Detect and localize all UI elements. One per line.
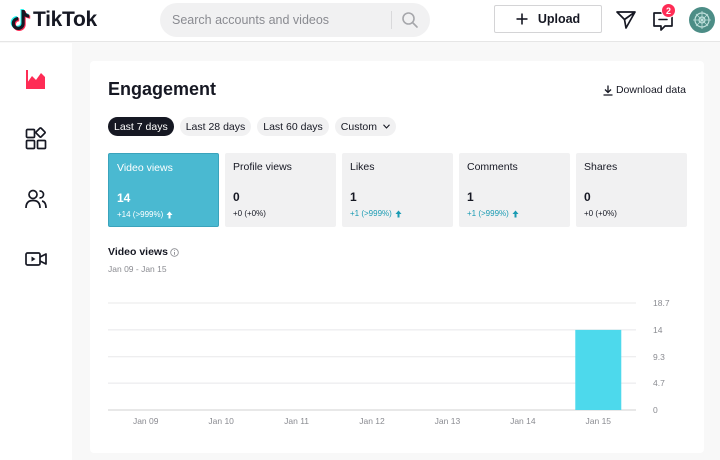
bar-jan-15 (575, 329, 622, 410)
tiktok-logo[interactable]: TikTok (9, 8, 97, 32)
upload-button[interactable]: Upload (494, 5, 602, 33)
tiktok-logo-icon (10, 9, 31, 31)
avatar-pattern-icon (693, 11, 711, 29)
metric-value: 1 (350, 190, 357, 204)
plus-icon (516, 13, 528, 25)
sidebar (0, 43, 72, 460)
metric-delta-text: +1 (>999%) (350, 209, 392, 218)
metric-delta: +1 (>999%) (350, 209, 402, 218)
video-views-chart: 18.7 14 9.3 4.7 0 Jan 09 Jan 10 Jan 11 Jan 12 Jan… (108, 298, 670, 426)
metric-delta-text: +1 (>999%) (467, 209, 509, 218)
notification-badge: 2 (661, 3, 676, 18)
search-bar (160, 3, 430, 37)
search-input[interactable] (172, 3, 387, 37)
avatar[interactable] (689, 7, 715, 33)
metric-delta: +0 (+0%) (584, 209, 617, 218)
chart-title: Video views (108, 246, 179, 258)
metric-card-comments[interactable]: Comments 1 +1 (>999%) (459, 153, 570, 227)
metric-value: 14 (117, 191, 131, 205)
x-tick-label: Jan 13 (435, 416, 461, 426)
x-tick-label: Jan 15 (586, 416, 612, 426)
arrow-up-icon (512, 210, 519, 217)
download-label: Download data (615, 84, 686, 96)
metric-label: Video views (117, 162, 173, 174)
metric-delta-text: +0 (+0%) (584, 209, 617, 218)
y-tick-label: 18.7 (653, 298, 670, 308)
top-bar: TikTok Upload 2 (0, 0, 720, 42)
metric-delta: +0 (+0%) (233, 209, 266, 218)
search-divider (391, 11, 392, 29)
y-tick-label: 9.3 (653, 352, 665, 362)
chart-date-range: Jan 09 - Jan 15 (108, 264, 167, 274)
metric-card-shares[interactable]: Shares 0 +0 (+0%) (576, 153, 687, 227)
chevron-down-icon (383, 124, 390, 129)
x-tick-label: Jan 11 (284, 416, 309, 426)
x-tick-label: Jan 09 (133, 416, 159, 426)
metric-card-likes[interactable]: Likes 1 +1 (>999%) (342, 153, 453, 227)
metric-delta: +1 (>999%) (467, 209, 519, 218)
arrow-up-icon (395, 210, 402, 217)
chart-title-text: Video views (108, 246, 168, 258)
range-last-60-days[interactable]: Last 60 days (257, 117, 329, 136)
metric-label: Profile views (233, 161, 292, 173)
metric-card-video-views[interactable]: Video views 14 +14 (>999%) (108, 153, 219, 227)
metric-cards: Video views 14 +14 (>999%) Profile views… (108, 153, 687, 227)
metric-value: 0 (584, 190, 591, 204)
range-custom[interactable]: Custom (334, 117, 396, 136)
send-icon[interactable] (615, 9, 637, 31)
y-tick-label: 14 (653, 325, 663, 335)
page-title: Engagement (108, 79, 217, 99)
x-tick-label: Jan 12 (359, 416, 385, 426)
metric-label: Comments (467, 161, 518, 173)
y-tick-label: 4.7 (653, 378, 665, 388)
range-last-28-days[interactable]: Last 28 days (179, 117, 252, 136)
metric-label: Likes (350, 161, 375, 173)
range-custom-label: Custom (340, 120, 377, 133)
metric-card-profile-views[interactable]: Profile views 0 +0 (+0%) (225, 153, 336, 227)
range-last-7-days[interactable]: Last 7 days (108, 117, 174, 136)
y-tick-label: 0 (653, 405, 658, 415)
shapes-icon[interactable] (24, 127, 48, 151)
arrow-up-icon (166, 211, 173, 218)
metric-label: Shares (584, 161, 618, 173)
metric-value: 0 (233, 190, 240, 204)
x-tick-label: Jan 14 (510, 416, 536, 426)
info-icon[interactable] (170, 247, 179, 257)
brand-name: TikTok (33, 8, 97, 31)
metric-delta: +14 (>999%) (117, 210, 173, 219)
people-icon[interactable] (24, 187, 48, 211)
metric-delta-text: +14 (>999%) (117, 210, 164, 219)
metric-delta-text: +0 (+0%) (233, 209, 266, 218)
download-icon (603, 85, 613, 96)
video-icon[interactable] (24, 247, 48, 271)
download-data-link[interactable]: Download data (603, 84, 686, 96)
analytics-chart-icon[interactable] (24, 67, 48, 91)
upload-label: Upload (537, 12, 581, 26)
engagement-card: Engagement Download data Last 7 days Las… (90, 61, 704, 453)
metric-value: 1 (467, 190, 474, 204)
date-range-selector: Last 7 days Last 28 days Last 60 days Cu… (108, 117, 396, 136)
x-tick-label: Jan 10 (208, 416, 234, 426)
search-icon[interactable] (401, 11, 419, 29)
